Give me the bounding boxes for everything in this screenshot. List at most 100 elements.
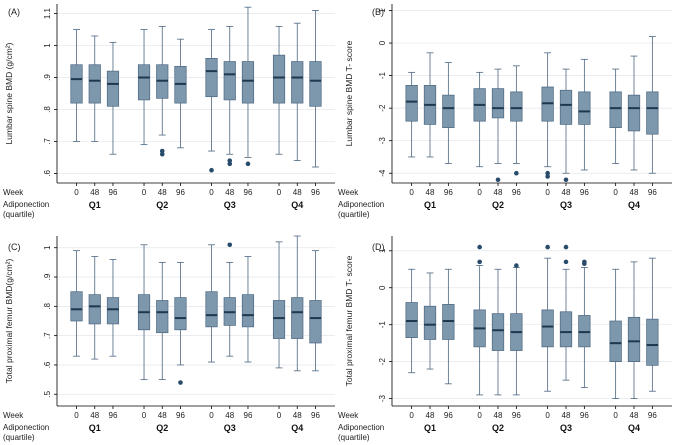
quartile-row-label: Adiponection (quartile) xyxy=(3,200,49,219)
iqr-box xyxy=(205,291,218,328)
box-Q3-week-48: 48 xyxy=(223,242,236,420)
box-Q1-week-48: 48 xyxy=(88,256,101,420)
outlier-point xyxy=(495,177,501,183)
iqr-box xyxy=(559,89,573,125)
week-label: 96 xyxy=(648,411,657,420)
y-tick-label: .9 xyxy=(43,74,52,81)
box-Q3-week-0: 0 xyxy=(205,244,218,420)
y-axis-label: Total proximal femur BMD(g/cm²) xyxy=(4,258,14,383)
week-label: 0 xyxy=(477,411,482,420)
outlier-point xyxy=(563,259,569,265)
quartile-label: Q1 xyxy=(89,200,101,210)
y-tick-label: -1 xyxy=(378,321,387,329)
y-tick-label: 1.1 xyxy=(43,7,52,19)
y-tick-label: 1 xyxy=(378,8,387,13)
week-label: 96 xyxy=(311,411,320,420)
outlier-point xyxy=(582,259,587,265)
y-tick-label: .7 xyxy=(43,332,52,339)
week-label: 0 xyxy=(209,188,214,197)
week-row-label: Week xyxy=(338,188,359,197)
iqr-box xyxy=(272,300,286,339)
y-tick-label: .6 xyxy=(43,170,52,177)
iqr-box xyxy=(156,300,169,334)
iqr-box xyxy=(491,88,505,119)
box-Q3-week-48: 48 xyxy=(559,68,573,197)
week-label: 0 xyxy=(613,188,618,197)
box-Q3-week-0: 0 xyxy=(205,29,218,197)
y-tick-label: .5 xyxy=(43,390,52,397)
panel-label: (A) xyxy=(8,7,20,17)
box-Q2-week-96: 96 xyxy=(174,38,187,197)
iqr-box xyxy=(627,316,641,363)
box-Q4-week-96: 96 xyxy=(309,250,322,420)
quartile-label: Q1 xyxy=(424,200,436,210)
outlier-point xyxy=(545,244,550,250)
box-Q2-week-96: 96 xyxy=(510,263,523,420)
week-label: 0 xyxy=(74,411,79,420)
quartile-label: Q3 xyxy=(224,200,236,210)
panel-label: (B) xyxy=(372,7,384,17)
week-label: 96 xyxy=(109,411,118,420)
iqr-box xyxy=(309,300,322,344)
week-row-label: Week xyxy=(338,411,359,420)
week-label: 96 xyxy=(176,411,185,420)
outlier-point xyxy=(227,242,233,248)
week-label: 0 xyxy=(545,411,550,420)
box-Q2-week-48: 48 xyxy=(491,268,505,420)
week-label: 48 xyxy=(562,411,571,420)
outlier-point xyxy=(178,380,183,385)
quartile-row-label: Adiponection (quartile) xyxy=(3,423,49,442)
iqr-box xyxy=(559,311,573,348)
iqr-box xyxy=(405,85,418,122)
box-Q4-week-0: 0 xyxy=(272,25,286,197)
quartile-label: Q2 xyxy=(156,200,168,210)
quartile-label: Q4 xyxy=(628,200,640,210)
chart-panel-2: (B) -4 -3 -2 -1 0 1 Lumbar spine BMD T- score 0 4… xyxy=(338,4,672,219)
iqr-box xyxy=(646,318,659,366)
week-label: 48 xyxy=(630,411,639,420)
iqr-box xyxy=(174,297,187,331)
quartile-row-label: Adiponection (quartile) xyxy=(338,423,384,442)
week-label: 96 xyxy=(311,188,320,197)
iqr-box xyxy=(106,297,120,325)
iqr-box xyxy=(70,291,83,322)
quartile-label: Q3 xyxy=(224,423,236,433)
week-label: 96 xyxy=(512,411,521,420)
box-Q1-week-48: 48 xyxy=(88,35,101,197)
iqr-box xyxy=(309,61,322,107)
iqr-box xyxy=(510,91,523,122)
iqr-box xyxy=(423,305,437,340)
week-label: 96 xyxy=(512,188,521,197)
y-tick-label: 0 xyxy=(378,40,387,45)
outlier-point xyxy=(514,170,519,176)
outlier-point xyxy=(227,161,233,167)
week-row-label: Week xyxy=(3,411,24,420)
box-Q2-week-0: 0 xyxy=(137,29,151,197)
week-label: 0 xyxy=(142,188,147,197)
box-Q1-week-0: 0 xyxy=(405,71,418,197)
week-label: 48 xyxy=(630,188,639,197)
y-axis-label: Lumbar spine BMD (g/cm²) xyxy=(4,42,14,144)
box-Q3-week-0: 0 xyxy=(541,52,554,197)
week-label: 96 xyxy=(244,188,253,197)
box-Q4-week-48: 48 xyxy=(291,235,304,420)
quartile-label: Q4 xyxy=(291,423,303,433)
iqr-box xyxy=(88,64,101,104)
box-Q2-week-0: 0 xyxy=(473,71,486,197)
outlier-point xyxy=(477,244,482,250)
y-axis-label: Lumbar spine BMD T- score xyxy=(344,40,354,146)
box-Q2-week-96: 96 xyxy=(510,65,523,197)
iqr-box xyxy=(88,294,101,325)
quartile-label: Q4 xyxy=(291,200,303,210)
iqr-box xyxy=(106,70,120,107)
iqr-box xyxy=(223,61,236,101)
iqr-box xyxy=(291,297,304,339)
iqr-box xyxy=(646,91,659,135)
box-Q1-week-96: 96 xyxy=(442,62,455,197)
outlier-point xyxy=(514,263,519,268)
iqr-box xyxy=(272,54,286,104)
box-Q4-week-96: 96 xyxy=(309,9,322,197)
week-label: 0 xyxy=(477,188,482,197)
week-label: 48 xyxy=(562,188,571,197)
outlier-point xyxy=(227,158,233,163)
